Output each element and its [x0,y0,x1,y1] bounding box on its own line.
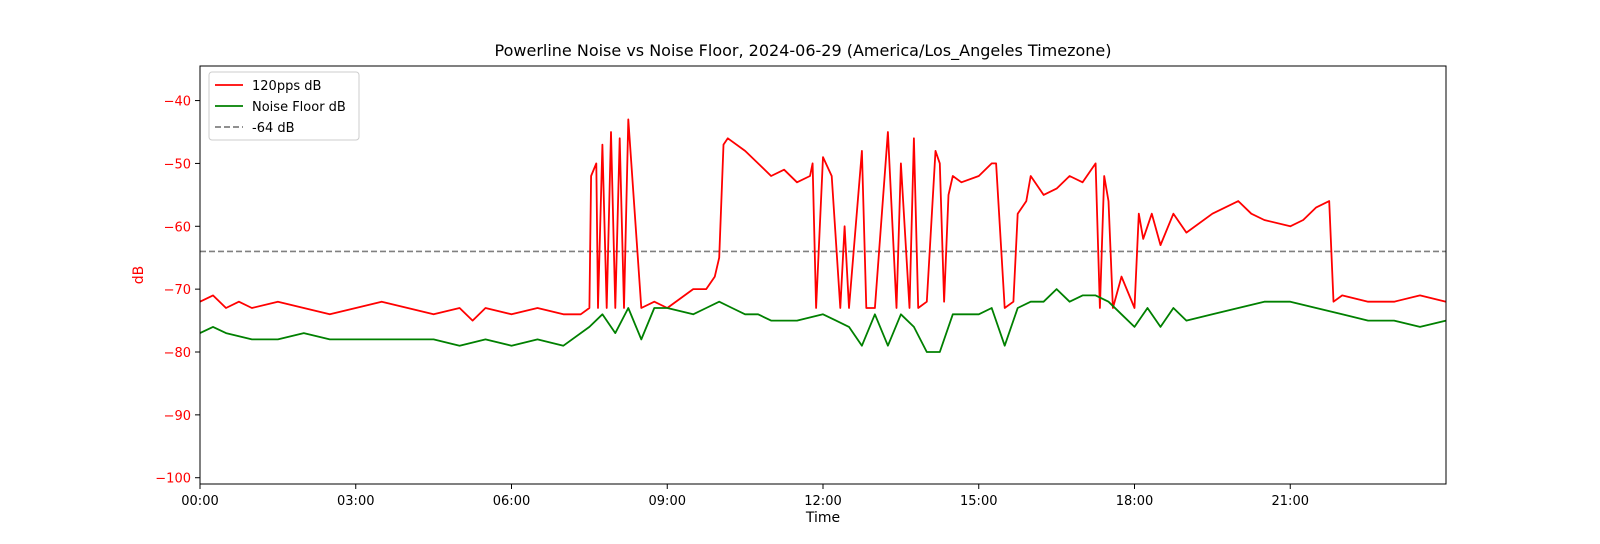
x-axis-label: Time [805,510,840,526]
legend-label-0: 120pps dB [252,79,321,94]
x-tick-label-5: 15:00 [960,494,997,509]
x-tick-label-1: 03:00 [337,494,374,509]
legend-label-1: Noise Floor dB [252,100,346,115]
y-tick-label-0: −40 [164,95,191,110]
y-tick-label-1: −50 [164,157,191,172]
chart-title: Powerline Noise vs Noise Floor, 2024-06-… [495,41,1112,61]
x-tick-label-7: 21:00 [1272,494,1309,509]
series-line-1 [199,288,1447,353]
x-axis: 00:00 03:00 06:00 09:00 12:00 15:00 18:00 21:00 [181,484,1309,509]
series-line-0 [199,118,1447,322]
axes-frame [199,65,1447,485]
legend-box [208,71,360,141]
x-tick-label-2: 06:00 [493,494,530,509]
y-tick-label-6: −100 [155,472,191,487]
y-axis-label: dB [131,266,147,285]
y-tick-label-3: −70 [164,283,191,298]
y-tick-label-4: −80 [164,346,191,361]
x-tick-label-0: 00:00 [181,494,218,509]
y-tick-label-2: −60 [164,220,191,235]
legend-label-2: -64 dB [252,121,295,136]
x-tick-label-4: 12:00 [804,494,841,509]
y-axis: −40 −50 −60 −70 −80 −90 −100 [155,95,200,487]
x-tick-label-6: 18:00 [1116,494,1153,509]
x-tick-label-3: 09:00 [649,494,686,509]
y-tick-label-5: −90 [164,409,191,424]
legend: 120pps dB Noise Floor dB -64 dB [208,71,360,141]
plot-area [199,118,1447,353]
